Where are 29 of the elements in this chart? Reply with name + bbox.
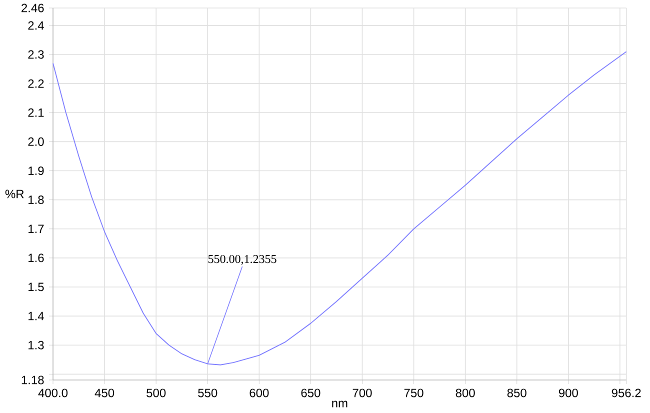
y-tick-label: 2.3	[28, 50, 44, 59]
x-tick-label: 550	[198, 388, 218, 398]
y-tick-label: 2.2	[28, 79, 44, 88]
x-tick-label: 600	[250, 388, 269, 398]
x-tick-label: 650	[301, 388, 320, 398]
annotation: 550.00,1.2355	[208, 254, 276, 265]
y-tick-label: 1.6	[28, 254, 44, 262]
y-tick-label: 1.5	[28, 282, 44, 292]
x-tick-label: 450	[94, 388, 114, 398]
x-tick-label: 900	[558, 388, 578, 398]
x-tick-label: 750	[404, 388, 424, 398]
y-tick-label: 1.9	[28, 166, 44, 175]
y-tick-label: 2.0	[28, 137, 44, 146]
x-tick-label: 400.0	[38, 388, 68, 398]
x-tick-label: 850	[507, 388, 526, 398]
y-tick-label: 1.18	[22, 376, 44, 384]
x-axis-title: nm	[332, 400, 348, 408]
y-tick-label: 2.46	[22, 4, 44, 12]
y-tick-label: 1.4	[28, 312, 44, 320]
y-tick-label: 2.1	[28, 108, 44, 117]
y-tick-label: 2.4	[28, 21, 44, 30]
y-tick-label: 1.7	[28, 224, 44, 233]
x-tick-label: 956.2	[612, 388, 641, 398]
x-tick-label: 800	[456, 388, 475, 398]
x-tick-label: 700	[352, 388, 372, 398]
y-axis-title: %R	[5, 190, 24, 198]
y-tick-label: 1.3	[28, 340, 44, 350]
x-tick-label: 500	[146, 388, 166, 398]
y-tick-label: 1.8	[28, 196, 44, 204]
